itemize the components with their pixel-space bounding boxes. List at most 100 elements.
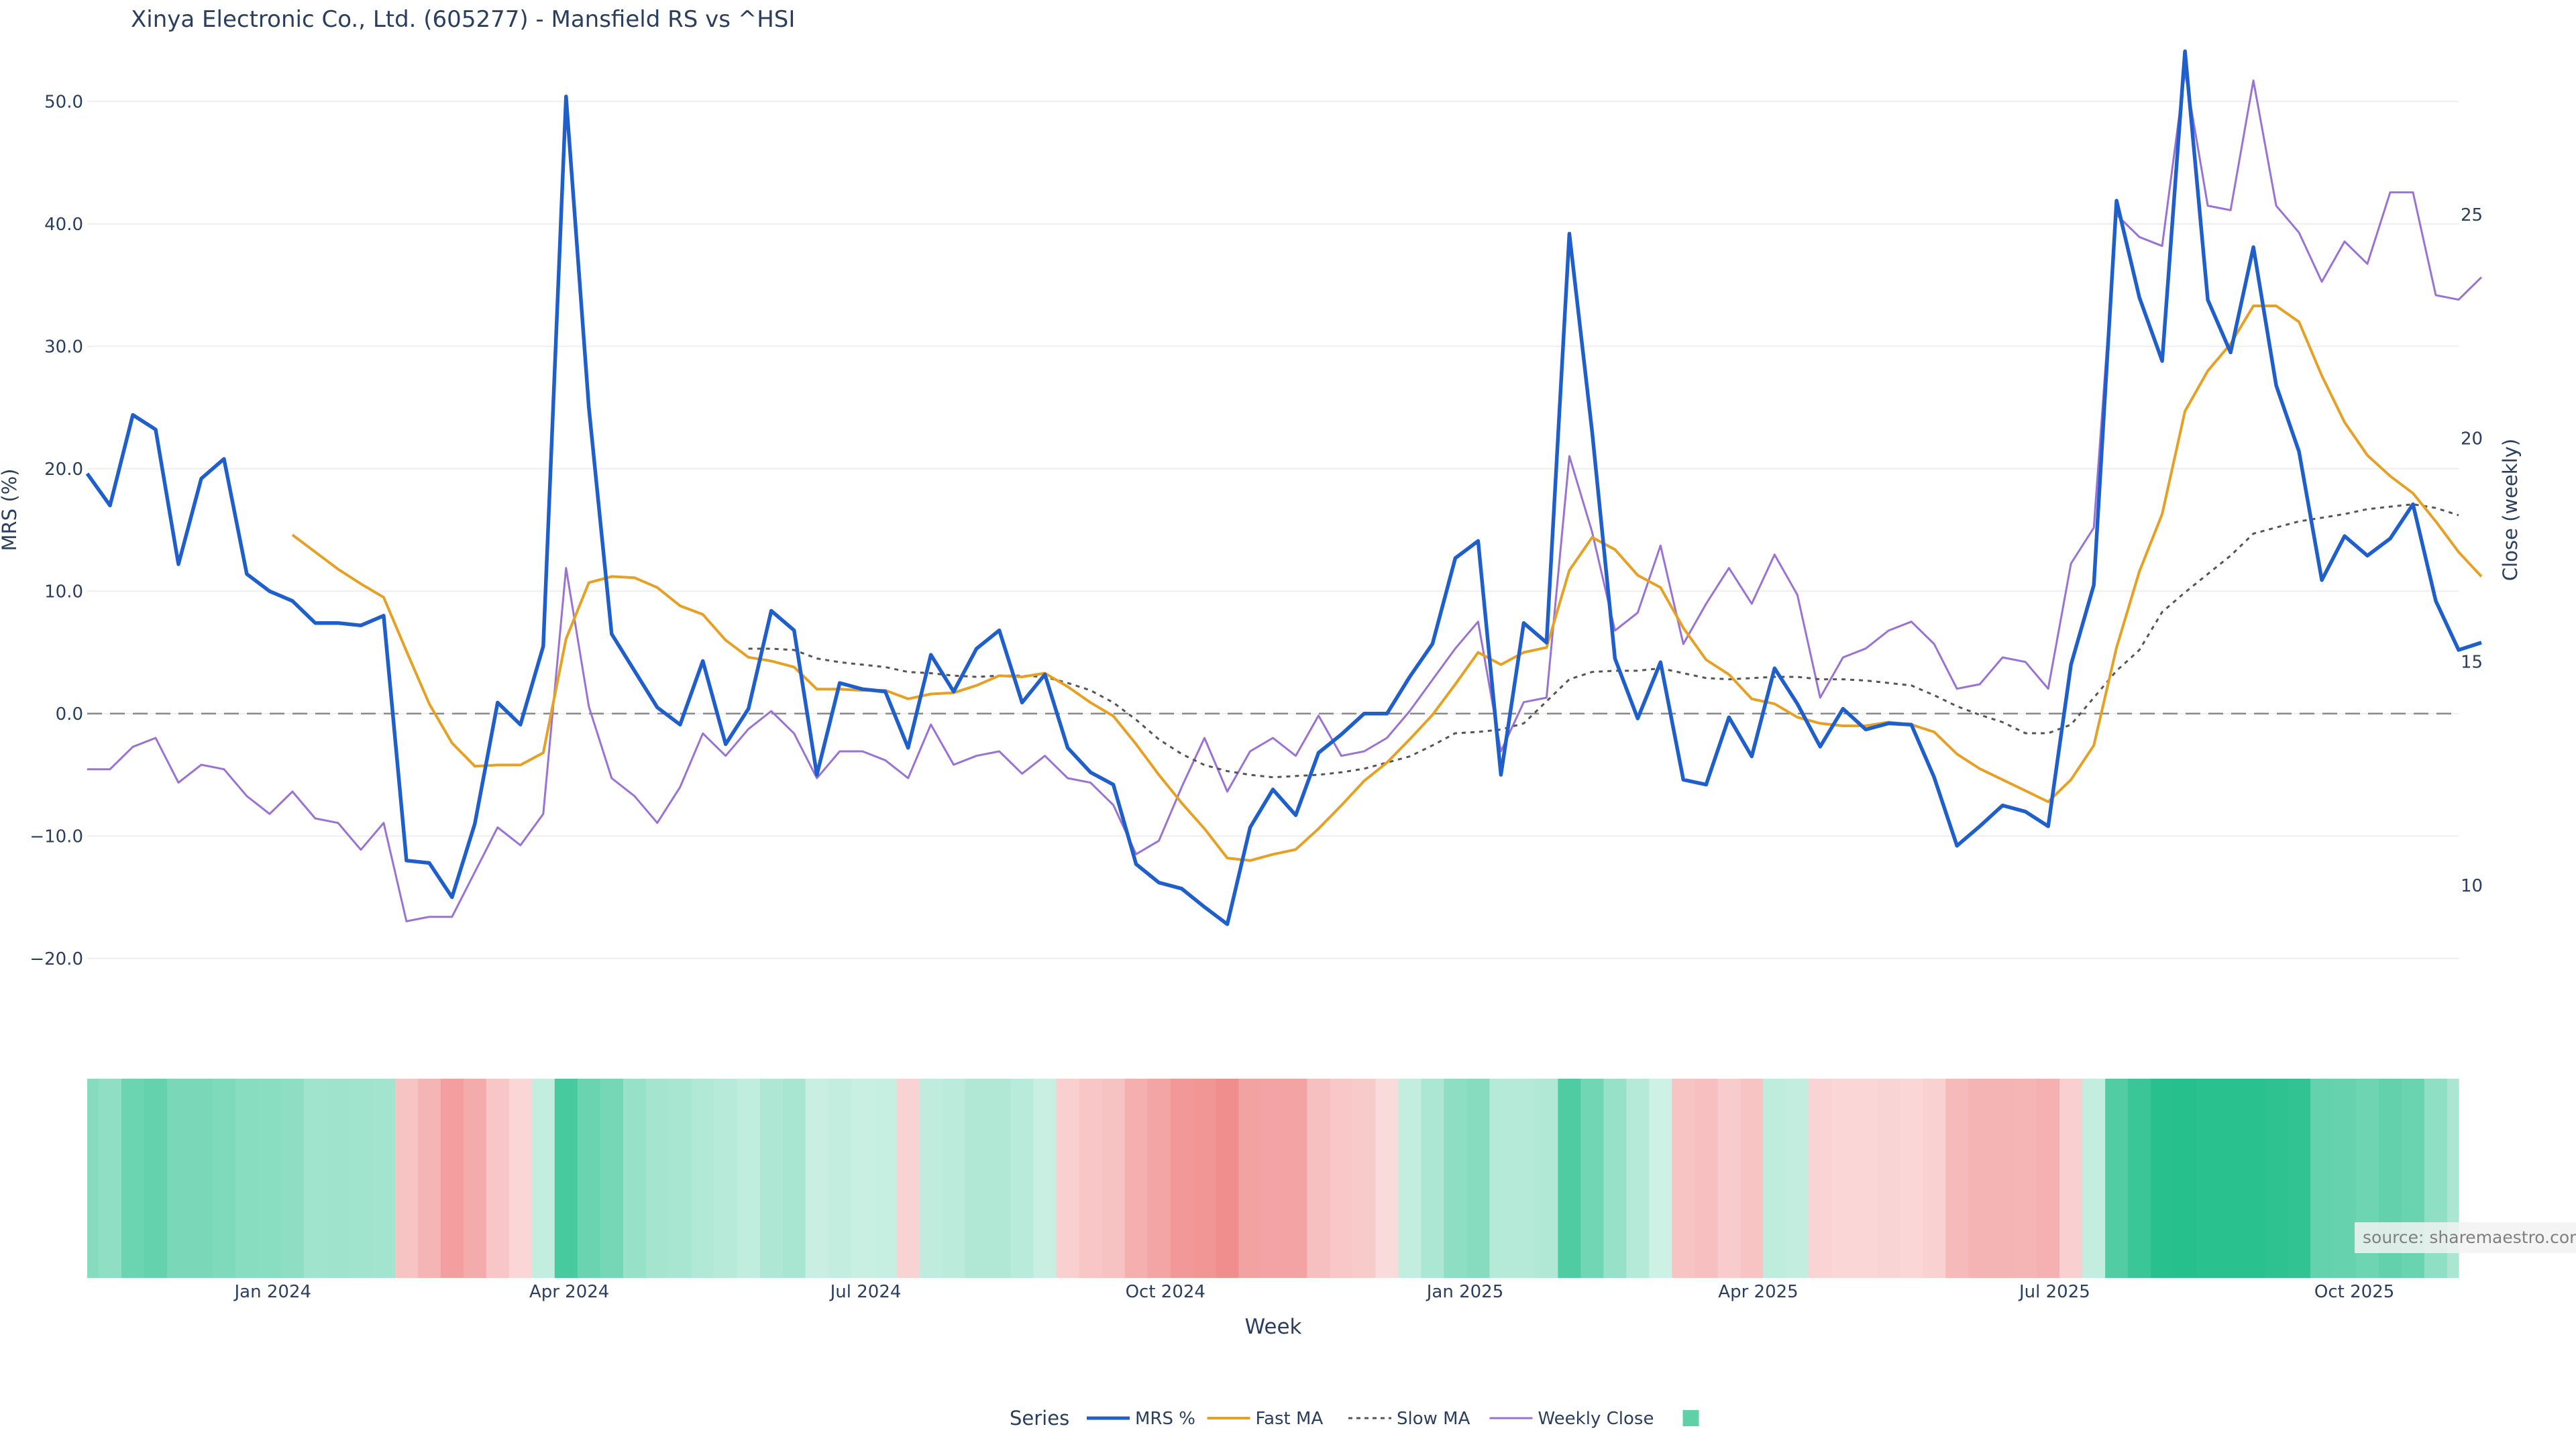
y2-tick-label: 20 bbox=[2461, 429, 2483, 449]
heatmap-cell bbox=[87, 1079, 99, 1278]
heatmap-cell bbox=[531, 1079, 555, 1278]
heatmap-cell bbox=[2059, 1079, 2083, 1278]
heatmap-cell bbox=[987, 1079, 1012, 1278]
heatmap-cell bbox=[554, 1079, 578, 1278]
x-tick-label: Apr 2025 bbox=[1718, 1282, 1798, 1302]
heatmap-cell bbox=[98, 1079, 122, 1278]
heatmap-cell bbox=[645, 1079, 669, 1278]
y-tick-label: 10.0 bbox=[44, 582, 83, 602]
heatmap-cell bbox=[463, 1079, 487, 1278]
series-lines bbox=[85, 49, 2483, 926]
heatmap-cell bbox=[1831, 1079, 1855, 1278]
heatmap-cell bbox=[1261, 1079, 1285, 1278]
heatmap-cell bbox=[280, 1079, 305, 1278]
x-tick-label: Jul 2024 bbox=[829, 1282, 902, 1302]
heatmap-cell bbox=[326, 1079, 350, 1278]
y-axis-ticks: 50.0 40.0 30.0 20.0 10.0 0.0 −10.0 −20.0 bbox=[30, 92, 83, 969]
heatmap-cell bbox=[212, 1079, 236, 1278]
heatmap-cell bbox=[714, 1079, 738, 1278]
y2-tick-label: 25 bbox=[2461, 205, 2483, 225]
y2-tick-label: 15 bbox=[2461, 653, 2483, 673]
heatmap-cell bbox=[1512, 1079, 1536, 1278]
x-tick-label: Apr 2024 bbox=[529, 1282, 609, 1302]
heatmap-cell bbox=[805, 1079, 829, 1278]
series-line-weekly-close bbox=[87, 70, 2483, 922]
heatmap-cell bbox=[1603, 1079, 1627, 1278]
heatmap-cell bbox=[1558, 1079, 1581, 1278]
y-axis-title: MRS (%) bbox=[0, 469, 21, 551]
heatmap-cell bbox=[1147, 1079, 1171, 1278]
heatmap-cell bbox=[1489, 1079, 1513, 1278]
heatmap-cell bbox=[417, 1079, 441, 1278]
heatmap-cell bbox=[2288, 1079, 2311, 1278]
legend: Series MRS % Fast MA Slow MA Weekly Close bbox=[1010, 1407, 1699, 1430]
heatmap-cell bbox=[1945, 1079, 1969, 1278]
heatmap-cell bbox=[1238, 1079, 1263, 1278]
heatmap-cell bbox=[1580, 1079, 1604, 1278]
heatmap-cell bbox=[965, 1079, 989, 1278]
heatmap-cell bbox=[1444, 1079, 1468, 1278]
heatmap-cell bbox=[349, 1079, 373, 1278]
heatmap-cell bbox=[1124, 1079, 1148, 1278]
legend-label: Weekly Close bbox=[1538, 1409, 1654, 1429]
heatmap-strip bbox=[87, 1079, 2459, 1278]
heatmap-cell bbox=[1968, 1079, 1992, 1278]
x-tick-label: Jan 2024 bbox=[233, 1282, 312, 1302]
heatmap-cell bbox=[577, 1079, 601, 1278]
heatmap-cell bbox=[759, 1079, 784, 1278]
heatmap-cell bbox=[2151, 1079, 2174, 1278]
y2-axis-ticks: 25 20 15 10 bbox=[2461, 205, 2483, 896]
heatmap-cell bbox=[1809, 1079, 1832, 1278]
heatmap-cell bbox=[1649, 1079, 1672, 1278]
heatmap-cell bbox=[1102, 1079, 1126, 1278]
heatmap-cell bbox=[2219, 1079, 2243, 1278]
heatmap-cell bbox=[2196, 1079, 2220, 1278]
heatmap-cell bbox=[486, 1079, 510, 1278]
heatmap-cell bbox=[1352, 1079, 1377, 1278]
heatmap-cell bbox=[2014, 1079, 2037, 1278]
grid-lines bbox=[87, 101, 2459, 959]
heatmap-cell bbox=[1717, 1079, 1741, 1278]
heatmap-cell bbox=[1923, 1079, 1946, 1278]
heatmap-cell bbox=[144, 1079, 168, 1278]
heatmap-cell bbox=[440, 1079, 464, 1278]
heatmap-cell bbox=[873, 1079, 898, 1278]
heatmap-cell bbox=[1033, 1079, 1057, 1278]
heatmap-cell bbox=[942, 1079, 966, 1278]
heatmap-cell bbox=[600, 1079, 624, 1278]
heatmap-cell bbox=[1010, 1079, 1034, 1278]
heatmap-cell bbox=[1284, 1079, 1308, 1278]
heatmap-cell bbox=[1535, 1079, 1558, 1278]
heatmap-cell bbox=[1763, 1079, 1786, 1278]
heatmap-cell bbox=[394, 1079, 419, 1278]
legend-label: MRS % bbox=[1135, 1409, 1195, 1429]
heatmap-cell bbox=[2242, 1079, 2265, 1278]
heatmap-cell bbox=[2174, 1079, 2197, 1278]
heatmap-cell bbox=[2265, 1079, 2288, 1278]
heatmap-cell bbox=[851, 1079, 875, 1278]
y-tick-label: −10.0 bbox=[30, 826, 83, 847]
heatmap-cell bbox=[189, 1079, 213, 1278]
series-line-mrs bbox=[85, 49, 2482, 926]
x-axis-title: Week bbox=[1245, 1315, 1302, 1339]
heatmap-cell bbox=[1786, 1079, 1809, 1278]
heatmap-cell bbox=[828, 1079, 852, 1278]
heatmap-cell bbox=[2310, 1079, 2334, 1278]
y2-tick-label: 10 bbox=[2461, 876, 2483, 896]
source-badge-bg bbox=[2355, 1222, 2576, 1253]
heatmap-cell bbox=[1695, 1079, 1718, 1278]
x-axis-ticks: Jan 2024 Apr 2024 Jul 2024 Oct 2024 Jan 2025… bbox=[233, 1282, 2395, 1302]
legend-label: Fast MA bbox=[1256, 1409, 1324, 1429]
source-note: source: sharemaestro.com bbox=[2363, 1228, 2576, 1247]
heatmap-cell bbox=[1216, 1079, 1240, 1278]
y2-axis-title: Close (weekly) bbox=[2499, 439, 2522, 581]
heatmap-cell bbox=[1991, 1079, 2015, 1278]
heatmap-cell bbox=[1330, 1079, 1354, 1278]
legend-label: Slow MA bbox=[1397, 1409, 1470, 1429]
heatmap-cell bbox=[508, 1079, 533, 1278]
heatmap-cell bbox=[668, 1079, 692, 1278]
heatmap-cell bbox=[1626, 1079, 1650, 1278]
heatmap-cell bbox=[782, 1079, 806, 1278]
y-tick-label: 30.0 bbox=[44, 337, 83, 357]
